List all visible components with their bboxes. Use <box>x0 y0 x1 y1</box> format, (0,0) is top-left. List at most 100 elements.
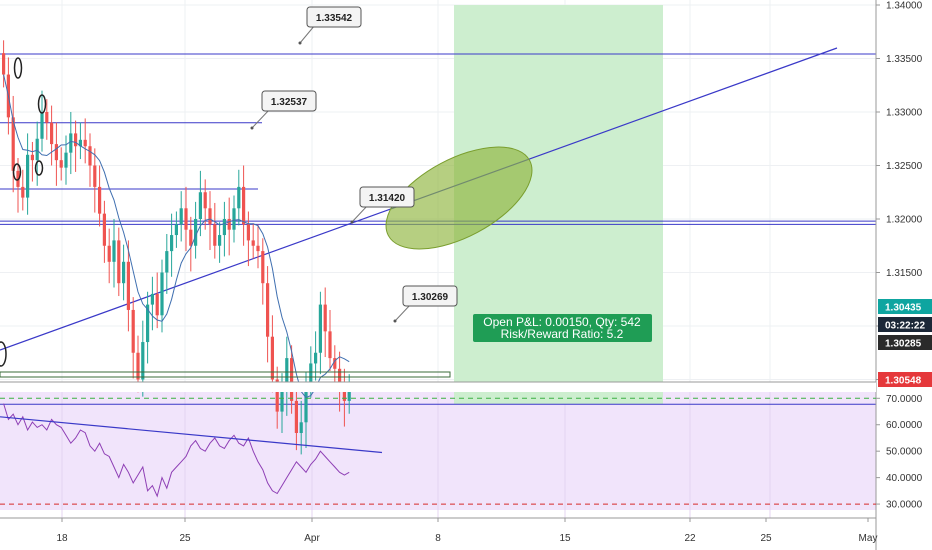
candle-body <box>189 229 193 246</box>
candle-body <box>107 245 111 262</box>
time-axis[interactable]: 18 25 Apr 8 15 22 25 May <box>56 518 877 544</box>
candle-body <box>141 342 145 380</box>
candle-body <box>136 352 140 380</box>
candle-body <box>342 390 346 401</box>
candle-body <box>30 154 34 161</box>
candle-body <box>290 358 294 401</box>
rsi-tick-label: 60.0000 <box>886 420 923 431</box>
price-badge-label: 03:22:22 <box>885 321 925 332</box>
candle-body <box>242 186 246 225</box>
candle-body <box>179 208 183 225</box>
rsi-tick-label: 50.0000 <box>886 447 923 458</box>
candle-body <box>222 219 226 236</box>
candle-body <box>69 133 73 153</box>
candle-body <box>309 363 313 385</box>
callout-label: 1.33542 <box>316 13 353 24</box>
candle-body <box>11 117 15 171</box>
callout-pointer <box>251 108 271 129</box>
price-tick-label: 1.32000 <box>886 215 923 226</box>
pnl-text: Open P&L: 0.00150, Qty: 542 <box>483 315 641 329</box>
candle-body <box>198 192 202 219</box>
candle-body <box>102 213 106 246</box>
candle-body <box>26 154 30 198</box>
callout-box <box>359 186 415 208</box>
candle-body <box>64 152 68 168</box>
candle-body <box>323 304 327 332</box>
candle-body <box>40 112 44 139</box>
candle-body <box>59 160 63 168</box>
callout-pointer <box>299 24 316 44</box>
candle-body <box>285 358 289 391</box>
candle-body <box>150 293 154 305</box>
candle-body <box>2 53 6 75</box>
rsi-line <box>3 403 350 498</box>
marker-ellipse[interactable] <box>12 163 22 181</box>
candle-body <box>35 138 39 161</box>
candle-body <box>246 224 250 241</box>
time-tick-label: Apr <box>304 533 320 544</box>
candle-body <box>333 358 337 369</box>
candle-body <box>74 133 78 147</box>
candle-body <box>266 283 270 337</box>
rsi-tick-label: 70.0000 <box>886 394 923 405</box>
candle-body <box>54 144 58 161</box>
rsi-trendline[interactable] <box>0 416 383 454</box>
marker-ellipse[interactable] <box>13 57 23 79</box>
position-label: Open P&L: 0.00150, Qty: 542 Risk/Reward … <box>473 314 652 342</box>
candle-body <box>213 224 217 246</box>
candle-body <box>78 139 82 147</box>
candle-body <box>251 240 255 246</box>
candle-body <box>294 400 298 433</box>
risk-reward-text: Risk/Reward Ratio: 5.2 <box>501 327 624 341</box>
time-tick-label: 8 <box>435 533 441 544</box>
time-tick-label: 22 <box>684 533 696 544</box>
range-rectangle[interactable] <box>0 371 451 378</box>
callout-pointer <box>394 303 412 322</box>
candle-body <box>50 122 54 145</box>
callout-label: 1.31420 <box>369 193 406 204</box>
callout-label: 1.30269 <box>412 292 449 303</box>
candle-body <box>280 390 284 412</box>
candle-body <box>122 261 126 284</box>
candle-body <box>256 245 260 252</box>
callout-anchor <box>298 41 302 45</box>
time-tick-label: May <box>859 533 878 544</box>
candle-body <box>338 368 342 391</box>
price-badge-label: 1.30435 <box>885 303 922 314</box>
marker-ellipse[interactable] <box>37 94 47 114</box>
candle-body <box>21 186 25 198</box>
moving-average-line <box>3 74 350 399</box>
marker-ellipse[interactable] <box>0 341 7 367</box>
candle-body <box>218 235 222 246</box>
candle-body <box>237 186 241 209</box>
price-tick-label: 1.33000 <box>886 108 923 119</box>
price-badge <box>878 372 932 387</box>
rsi-tick-label: 40.0000 <box>886 473 923 484</box>
candle-body <box>170 235 174 252</box>
candle-body <box>112 240 116 262</box>
candle-body <box>184 208 188 230</box>
price-badge-label: 1.30548 <box>885 376 922 387</box>
candle-body <box>98 186 102 214</box>
candle-body <box>160 272 164 316</box>
marker-ellipse[interactable] <box>34 160 44 176</box>
candle-body <box>155 293 159 316</box>
rsi-axis: 70.0000 60.0000 50.0000 40.0000 30.0000 <box>876 394 923 511</box>
price-tick-label: 1.31500 <box>886 268 923 279</box>
callout-anchor <box>250 126 254 130</box>
candle-body <box>88 146 92 166</box>
price-badge <box>878 299 932 314</box>
candle-body <box>275 379 279 412</box>
candle-body <box>304 384 308 423</box>
callout-box <box>306 6 362 28</box>
candle-body <box>117 240 121 284</box>
callout-box <box>402 285 458 307</box>
candle-body <box>208 208 212 225</box>
candle-body <box>83 139 87 147</box>
price-tick-label: 1.34000 <box>886 1 923 12</box>
candle-body <box>93 165 97 187</box>
candle-body <box>232 208 236 230</box>
time-tick-label: 15 <box>559 533 571 544</box>
highlight-ellipse[interactable] <box>370 126 548 270</box>
